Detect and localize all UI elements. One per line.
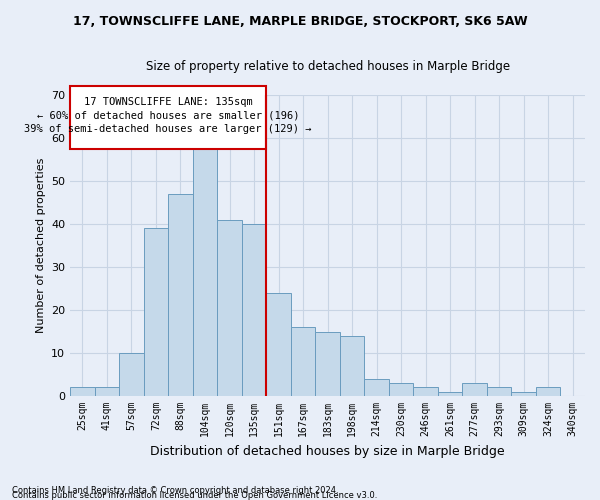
Bar	[291, 327, 316, 396]
Bar	[536, 388, 560, 396]
Bar	[70, 388, 95, 396]
Bar	[511, 392, 536, 396]
Bar	[340, 336, 364, 396]
Bar	[463, 383, 487, 396]
Bar	[217, 220, 242, 396]
FancyBboxPatch shape	[70, 86, 266, 149]
Bar	[144, 228, 168, 396]
X-axis label: Distribution of detached houses by size in Marple Bridge: Distribution of detached houses by size …	[150, 444, 505, 458]
Bar	[438, 392, 463, 396]
Bar	[413, 388, 438, 396]
Bar	[266, 293, 291, 396]
Bar	[119, 353, 144, 396]
Text: Contains HM Land Registry data © Crown copyright and database right 2024.: Contains HM Land Registry data © Crown c…	[12, 486, 338, 495]
Bar	[316, 332, 340, 396]
Bar	[487, 388, 511, 396]
Bar	[242, 224, 266, 396]
Bar	[364, 379, 389, 396]
Bar	[95, 388, 119, 396]
Text: 17 TOWNSCLIFFE LANE: 135sqm
← 60% of detached houses are smaller (196)
39% of se: 17 TOWNSCLIFFE LANE: 135sqm ← 60% of det…	[25, 97, 312, 134]
Bar	[389, 383, 413, 396]
Bar	[193, 146, 217, 396]
Bar	[168, 194, 193, 396]
Text: Contains public sector information licensed under the Open Government Licence v3: Contains public sector information licen…	[12, 491, 377, 500]
Text: 17, TOWNSCLIFFE LANE, MARPLE BRIDGE, STOCKPORT, SK6 5AW: 17, TOWNSCLIFFE LANE, MARPLE BRIDGE, STO…	[73, 15, 527, 28]
Title: Size of property relative to detached houses in Marple Bridge: Size of property relative to detached ho…	[146, 60, 509, 73]
Y-axis label: Number of detached properties: Number of detached properties	[35, 158, 46, 333]
